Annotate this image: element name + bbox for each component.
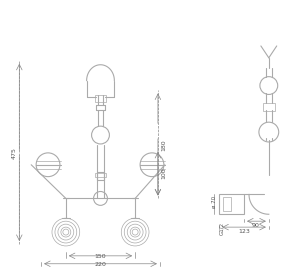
Bar (263, 103, 275, 111)
Bar (94, 173, 106, 177)
Text: G1/2: G1/2 (219, 222, 224, 235)
Bar (94, 95, 106, 102)
Text: 475: 475 (11, 147, 16, 159)
Text: 150: 150 (95, 254, 106, 259)
Bar (219, 194, 244, 214)
Text: 100: 100 (161, 168, 166, 179)
Text: 180: 180 (161, 139, 166, 151)
Text: 220: 220 (94, 262, 106, 267)
Text: 90: 90 (252, 223, 260, 228)
Text: ø 70: ø 70 (212, 196, 216, 208)
Text: 123: 123 (238, 229, 250, 234)
Bar (223, 197, 231, 211)
Bar (97, 172, 104, 179)
